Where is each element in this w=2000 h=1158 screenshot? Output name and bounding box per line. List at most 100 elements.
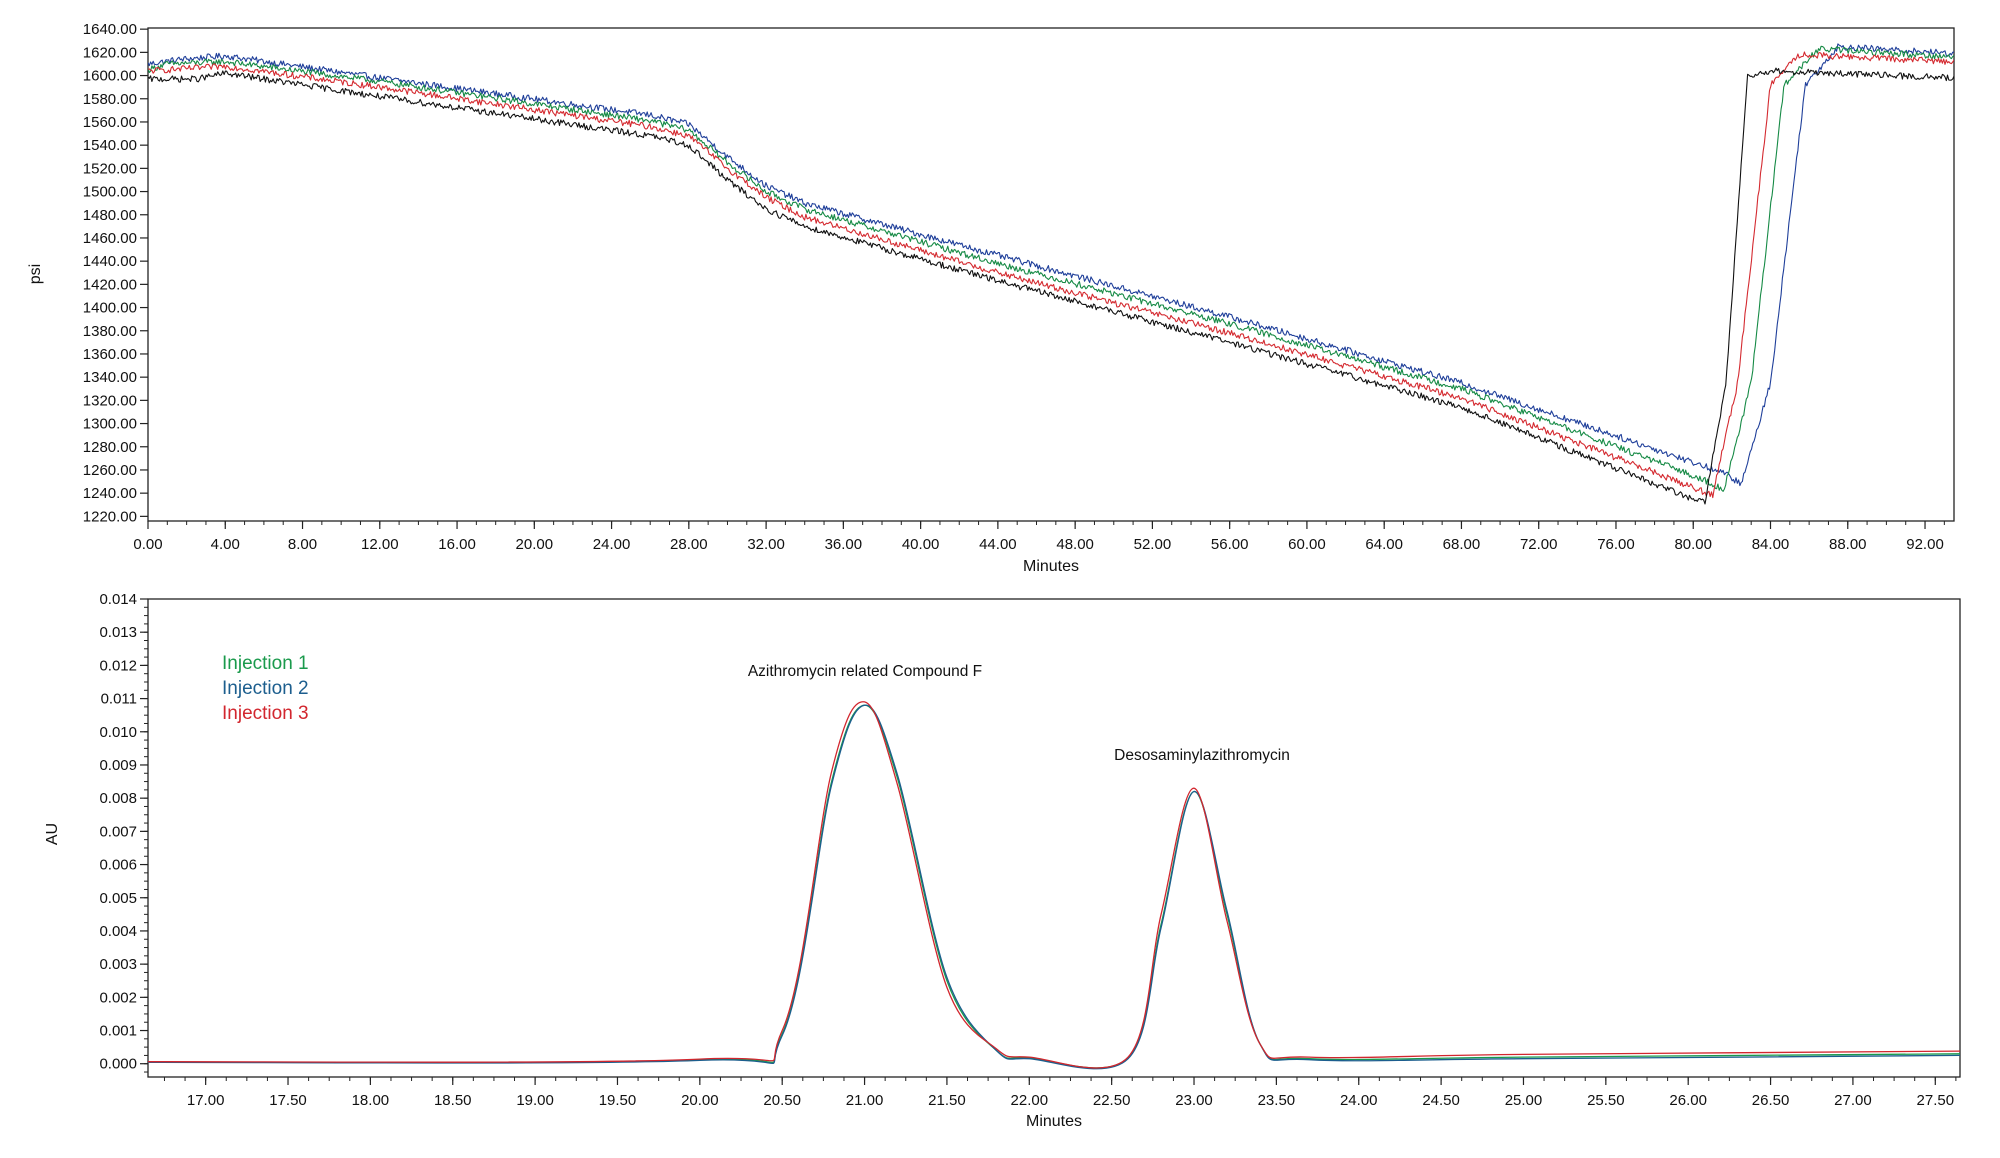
x-tick-label: 18.50 (434, 1092, 472, 1109)
x-tick-label: 24.00 (593, 536, 631, 553)
x-tick-label: 26.00 (1669, 1092, 1707, 1109)
x-tick-label: 64.00 (1365, 536, 1403, 553)
x-tick-label: 22.00 (1011, 1092, 1049, 1109)
x-tick-label: 21.50 (928, 1092, 966, 1109)
y-tick-label: 0.002 (99, 989, 137, 1006)
x-tick-label: 25.50 (1587, 1092, 1625, 1109)
y-tick-label: 1260.00 (83, 462, 137, 479)
series-line (148, 67, 1954, 505)
legend-entry: Injection 2 (222, 678, 309, 699)
x-tick-label: 18.00 (352, 1092, 390, 1109)
x-tick-label: 27.50 (1917, 1092, 1955, 1109)
y-tick-label: 1480.00 (83, 207, 137, 224)
plot-frame (147, 598, 1961, 1078)
x-tick-label: 44.00 (979, 536, 1017, 553)
x-tick-label: 20.00 (516, 536, 554, 553)
x-tick-label: 17.50 (269, 1092, 307, 1109)
x-tick-label: 60.00 (1288, 536, 1326, 553)
y-tick-label: 0.010 (99, 724, 137, 741)
x-tick-label: 68.00 (1443, 536, 1481, 553)
x-axis-title: Minutes (1026, 1113, 1082, 1130)
legend-entry: Injection 3 (222, 703, 309, 724)
y-tick-label: 1240.00 (83, 485, 137, 502)
x-tick-label: 0.00 (133, 536, 162, 553)
series-line (148, 704, 1960, 1070)
y-tick-label: 0.009 (99, 757, 137, 774)
x-axis-title: Minutes (1023, 558, 1079, 575)
x-tick-label: 17.00 (187, 1092, 225, 1109)
x-tick-label: 4.00 (211, 536, 240, 553)
series-line (148, 43, 1954, 487)
x-tick-label: 84.00 (1752, 536, 1790, 553)
y-tick-label: 0.005 (99, 890, 137, 907)
x-tick-label: 24.00 (1340, 1092, 1378, 1109)
absorbance-chart: 17.00 17.50 18.00 18.50 19.00 19.50 20.00 20.50… (44, 591, 1961, 1130)
trace-group (148, 43, 1954, 505)
peak-label: Desosaminylazithromycin (1114, 747, 1290, 764)
x-tick-label: 40.00 (902, 536, 940, 553)
y-tick-label: 1520.00 (83, 160, 137, 177)
y-tick-label: 1640.00 (83, 21, 137, 38)
x-tick-label: 23.00 (1175, 1092, 1213, 1109)
x-tick-label: 32.00 (747, 536, 785, 553)
y-tick-label: 0.000 (99, 1056, 137, 1073)
x-tick-label: 19.00 (516, 1092, 554, 1109)
x-tick-label: 8.00 (288, 536, 317, 553)
x-tick-label: 25.00 (1505, 1092, 1543, 1109)
x-tick-label: 92.00 (1906, 536, 1944, 553)
peak-label: Azithromycin related Compound F (748, 663, 982, 680)
x-tick-label: 48.00 (1056, 536, 1094, 553)
trace-group (148, 701, 1960, 1070)
x-tick-label: 19.50 (599, 1092, 637, 1109)
y-tick-label: 1300.00 (83, 416, 137, 433)
y-tick-label: 1380.00 (83, 323, 137, 340)
y-tick-label: 0.014 (99, 591, 137, 608)
y-tick-label: 0.013 (99, 624, 137, 641)
y-tick-label: 1280.00 (83, 439, 137, 456)
x-tick-label: 20.00 (681, 1092, 719, 1109)
pressure-chart: 0.00 4.00 8.00 12.00 16.00 20.00 24.00 28.00 32.… (27, 21, 1955, 575)
x-tick-label: 22.50 (1093, 1092, 1131, 1109)
x-tick-label: 24.50 (1422, 1092, 1460, 1109)
x-tick-label: 23.50 (1258, 1092, 1296, 1109)
y-axis-title: AU (44, 823, 61, 845)
y-tick-label: 0.011 (101, 691, 137, 708)
y-tick-label: 0.007 (99, 823, 137, 840)
series-line (148, 45, 1954, 492)
x-tick-label: 16.00 (438, 536, 476, 553)
y-tick-label: 1580.00 (83, 91, 137, 108)
x-tick-label: 26.50 (1752, 1092, 1790, 1109)
plot-frame (147, 27, 1955, 522)
series-line (148, 704, 1960, 1069)
y-tick-label: 0.012 (99, 657, 137, 674)
y-tick-label: 1500.00 (83, 184, 137, 201)
x-tick-label: 20.50 (763, 1092, 801, 1109)
x-tick-label: 88.00 (1829, 536, 1867, 553)
legend-entry: Injection 1 (222, 653, 309, 674)
x-tick-label: 27.00 (1834, 1092, 1872, 1109)
x-tick-label: 52.00 (1134, 536, 1172, 553)
y-tick-label: 1220.00 (83, 508, 137, 525)
x-tick-label: 76.00 (1597, 536, 1635, 553)
x-tick-label: 36.00 (825, 536, 863, 553)
y-tick-label: 0.008 (99, 790, 137, 807)
y-tick-label: 1600.00 (83, 68, 137, 85)
x-tick-label: 12.00 (361, 536, 399, 553)
series-line (148, 701, 1960, 1069)
x-tick-label: 21.00 (846, 1092, 884, 1109)
y-tick-label: 1620.00 (83, 44, 137, 61)
y-tick-label: 1320.00 (83, 392, 137, 409)
series-line (148, 51, 1954, 499)
x-tick-label: 28.00 (670, 536, 708, 553)
y-tick-label: 1460.00 (83, 230, 137, 247)
x-tick-label: 72.00 (1520, 536, 1558, 553)
x-tick-label: 56.00 (1211, 536, 1249, 553)
y-tick-label: 0.001 (99, 1023, 137, 1040)
y-tick-label: 0.003 (99, 956, 137, 973)
y-tick-label: 1340.00 (83, 369, 137, 386)
y-tick-label: 0.006 (99, 857, 137, 874)
y-tick-label: 1440.00 (83, 253, 137, 270)
y-tick-label: 1400.00 (83, 300, 137, 317)
